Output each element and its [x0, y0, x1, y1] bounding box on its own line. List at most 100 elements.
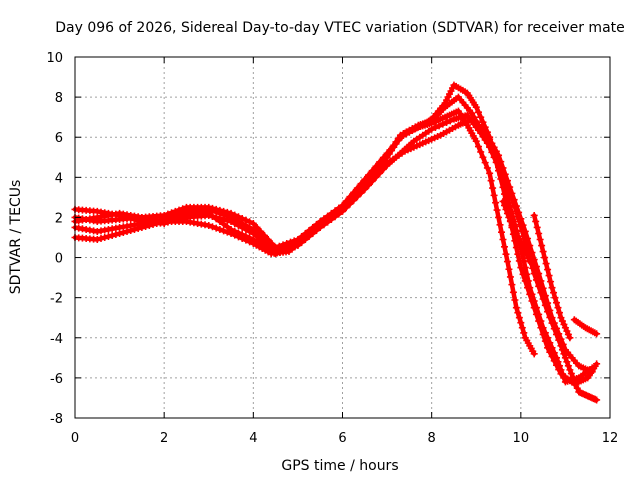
data-point — [539, 330, 547, 338]
data-point — [376, 158, 384, 166]
data-point — [564, 362, 572, 370]
data-point — [246, 238, 254, 246]
data-point — [346, 194, 354, 202]
data-point — [234, 213, 242, 221]
data-point — [515, 314, 523, 322]
data-point — [339, 201, 346, 209]
data-point — [503, 177, 511, 185]
data-point — [488, 139, 496, 147]
data-point — [216, 206, 224, 214]
x-tick-labels: 0 2 4 6 8 10 12 — [71, 431, 618, 446]
data-point — [514, 250, 522, 258]
data-point — [511, 237, 519, 245]
data-point — [505, 265, 513, 273]
data-point — [379, 154, 387, 162]
data-point — [502, 205, 510, 213]
data-point — [503, 258, 511, 266]
data-point — [175, 206, 183, 214]
data-point — [357, 189, 365, 197]
data-point — [509, 288, 517, 296]
data-point — [223, 228, 231, 236]
series-track-6 — [499, 197, 534, 266]
data-point — [538, 242, 546, 250]
data-point — [483, 164, 491, 172]
data-point — [160, 211, 168, 219]
data-point — [535, 317, 543, 325]
x-tick-label: 10 — [513, 431, 530, 446]
data-point — [439, 120, 447, 128]
data-point — [490, 191, 498, 199]
data-point — [567, 370, 575, 378]
data-point — [426, 116, 434, 124]
data-point — [539, 248, 547, 256]
data-point — [238, 214, 246, 222]
data-point — [164, 210, 172, 218]
data-point — [517, 215, 525, 223]
data-point — [558, 317, 566, 325]
y-tick-labels: -8 -6 -4 -2 0 2 4 6 8 10 — [46, 51, 63, 427]
data-point — [474, 108, 482, 116]
data-point — [486, 135, 494, 143]
data-point — [521, 227, 529, 235]
data-point — [541, 337, 549, 345]
data-point — [179, 205, 187, 213]
data-point — [541, 292, 549, 300]
data-point — [474, 143, 482, 151]
data-point — [492, 147, 500, 155]
data-point — [372, 169, 380, 177]
data-point — [530, 304, 538, 312]
data-point — [561, 324, 569, 332]
series-markers — [499, 197, 534, 266]
data-point — [290, 237, 298, 245]
y-tick-label: 6 — [55, 131, 63, 146]
data-point — [544, 299, 552, 307]
data-point — [238, 235, 246, 243]
data-point — [497, 158, 505, 166]
y-tick-label: 8 — [55, 91, 63, 106]
data-point — [555, 309, 563, 317]
data-point — [563, 327, 571, 335]
data-point — [523, 251, 531, 259]
data-point — [479, 153, 487, 161]
data-point — [570, 377, 578, 385]
x-axis-title: GPS time / hours — [281, 458, 398, 474]
data-point — [537, 324, 545, 332]
data-point — [515, 257, 523, 265]
y-tick-label: -2 — [50, 292, 63, 307]
data-point — [508, 189, 516, 197]
data-point — [242, 236, 250, 244]
data-point — [168, 209, 176, 217]
data-point — [350, 190, 358, 198]
data-point — [526, 290, 534, 298]
data-point — [500, 190, 508, 198]
series-layer — [71, 81, 601, 404]
data-point — [563, 358, 571, 366]
data-point — [234, 233, 242, 241]
data-point — [468, 109, 476, 117]
data-point — [521, 248, 529, 256]
data-point — [493, 206, 501, 214]
chart-title: Day 096 of 2026, Sidereal Day-to-day VTE… — [55, 20, 625, 36]
data-point — [514, 309, 522, 317]
data-point — [561, 354, 569, 362]
x-tick-label: 2 — [160, 431, 168, 446]
data-point — [428, 125, 436, 133]
data-point — [530, 350, 538, 358]
data-point — [506, 217, 514, 225]
data-point — [286, 238, 294, 246]
data-point — [216, 217, 224, 225]
data-point — [275, 242, 283, 250]
data-point — [503, 209, 511, 217]
y-tick-label: -8 — [50, 412, 63, 427]
data-point — [517, 319, 525, 327]
data-point — [477, 113, 485, 121]
x-tick-label: 4 — [249, 431, 257, 446]
data-point — [518, 241, 526, 249]
data-point — [249, 219, 257, 227]
data-point — [506, 273, 514, 281]
data-point — [572, 381, 580, 389]
data-point — [346, 200, 354, 208]
data-point — [112, 230, 120, 238]
data-point — [532, 263, 540, 271]
data-point — [544, 344, 552, 352]
